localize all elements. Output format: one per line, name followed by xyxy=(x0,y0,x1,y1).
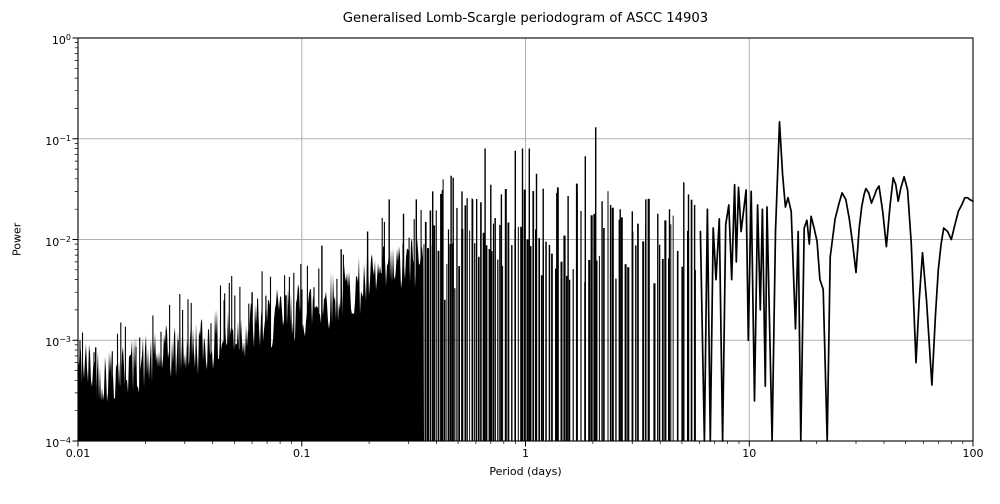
y-tick-label: 10−3 xyxy=(45,335,71,350)
noise-comb xyxy=(423,179,696,442)
x-tick-label: 100 xyxy=(962,447,984,460)
y-tick-label: 10−1 xyxy=(45,133,71,148)
x-axis-label: Period (days) xyxy=(489,465,562,478)
x-tick-label: 1 xyxy=(522,447,529,460)
y-axis-label: Power xyxy=(10,222,24,257)
x-tick-label: 10 xyxy=(742,447,757,460)
noise-spikes xyxy=(79,210,422,441)
y-tick-label: 10−2 xyxy=(45,234,71,249)
x-tick-label: 0.1 xyxy=(293,447,311,460)
noise-mass-fill xyxy=(78,237,424,441)
peak-spikes xyxy=(95,127,696,441)
y-tick-label: 100 xyxy=(51,33,71,47)
chart-title: Generalised Lomb-Scargle periodogram of … xyxy=(342,11,709,26)
y-tick-label: 10−4 xyxy=(45,436,71,450)
periodogram-curve xyxy=(699,121,974,442)
x-tick-label: 0.01 xyxy=(65,447,91,460)
major-ticks xyxy=(72,37,974,447)
axes-spines xyxy=(77,37,974,442)
minor-ticks xyxy=(74,42,964,444)
